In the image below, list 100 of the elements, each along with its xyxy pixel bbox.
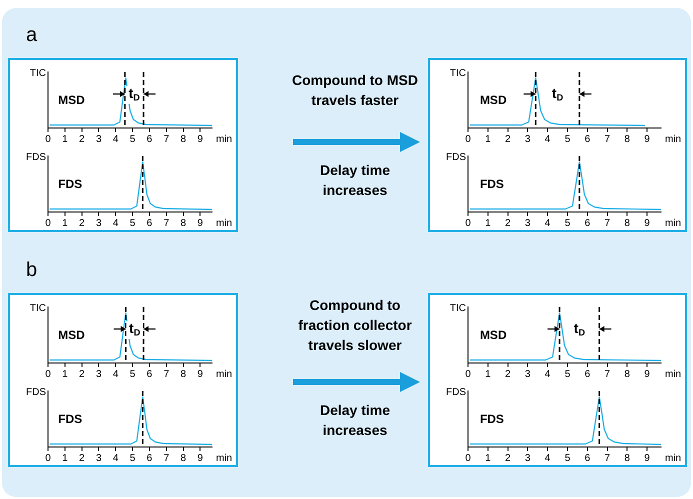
x-tick-label: 2 (505, 368, 512, 380)
y-axis-title: TIC (450, 68, 466, 79)
x-tick-label: 7 (604, 134, 610, 145)
x-tick-label: 8 (180, 368, 186, 380)
x-tick-label: 4 (112, 452, 119, 464)
x-axis-title: min (216, 134, 232, 145)
x-tick-label: 6 (146, 368, 153, 380)
x-axis-title: min (665, 368, 682, 380)
x-tick-label: 5 (130, 218, 136, 229)
text: Compound to fraction collector travels slower (297, 296, 413, 355)
x-axis-title: min (665, 134, 682, 145)
x-tick-label: 1 (62, 134, 68, 145)
x-tick-label: 5 (130, 452, 136, 464)
x-tick-label: 5 (130, 134, 136, 145)
x-tick-label: 6 (584, 218, 591, 229)
x-tick-label: 2 (505, 134, 512, 145)
x-tick-label: 9 (644, 218, 650, 229)
x-tick-label: 1 (485, 218, 492, 229)
x-tick-label: 7 (604, 452, 610, 464)
x-tick-label: 8 (624, 368, 630, 380)
series-label: FDS (58, 412, 82, 426)
x-axis-title: min (216, 452, 232, 464)
x-tick-label: 8 (624, 218, 630, 229)
series-label: MSD (58, 328, 86, 342)
x-tick-label: 4 (544, 452, 551, 464)
x-tick-label: 1 (62, 218, 68, 229)
x-tick-label: 6 (146, 218, 153, 229)
x-tick-label: 3 (524, 452, 531, 464)
x-tick-label: 3 (96, 218, 102, 229)
x-tick-label: 7 (604, 368, 610, 380)
x-tick-label: 2 (79, 134, 86, 145)
y-axis-title: TIC (450, 302, 466, 314)
y-axis-title: TIC (30, 68, 46, 79)
text: Compound to MSD travels faster (291, 71, 419, 110)
x-tick-label: 0 (465, 134, 472, 145)
x-tick-label: 5 (564, 452, 571, 464)
x-tick-label: 7 (164, 368, 170, 380)
x-tick-label: 1 (62, 368, 68, 380)
x-tick-label: 2 (79, 368, 86, 380)
text: Delay time increases (318, 161, 392, 200)
y-axis-title: TIC (30, 302, 46, 314)
series-label: FDS (480, 176, 504, 191)
y-axis-title: FDS (446, 152, 466, 163)
x-tick-label: 9 (197, 368, 204, 380)
x-tick-label: 4 (112, 368, 119, 380)
y-axis-title: FDS (446, 386, 466, 398)
x-tick-label: 9 (197, 218, 204, 229)
x-tick-label: 6 (584, 368, 591, 380)
x-tick-label: 9 (197, 452, 204, 464)
y-axis-title: FDS (26, 152, 46, 163)
x-tick-label: 9 (644, 368, 650, 380)
chart-title: a (26, 24, 38, 47)
x-tick-label: 8 (180, 134, 186, 145)
x-tick-label: 5 (564, 218, 571, 229)
series-label: MSD (480, 92, 507, 107)
x-tick-label: 8 (624, 452, 630, 464)
x-tick-label: 5 (564, 134, 571, 145)
x-tick-label: 1 (485, 134, 492, 145)
x-tick-label: 5 (130, 368, 136, 380)
x-tick-label: 9 (644, 452, 650, 464)
x-axis-title: min (216, 368, 232, 380)
x-tick-label: 0 (45, 368, 52, 380)
x-tick-label: 2 (79, 218, 86, 229)
x-tick-label: 2 (79, 452, 86, 464)
x-tick-label: 5 (564, 368, 571, 380)
x-tick-label: 4 (112, 134, 119, 145)
x-axis-title: min (665, 218, 682, 229)
chart-title: b (26, 259, 38, 282)
x-tick-label: 3 (96, 134, 102, 145)
x-tick-label: 3 (524, 368, 531, 380)
x-tick-label: 7 (164, 218, 170, 229)
x-tick-label: 9 (197, 134, 204, 145)
x-tick-label: 6 (146, 134, 153, 145)
x-tick-label: 9 (644, 134, 650, 145)
x-axis-title: min (665, 452, 682, 464)
x-tick-label: 0 (45, 134, 52, 145)
series-label: FDS (58, 176, 82, 191)
x-tick-label: 8 (624, 134, 630, 145)
text: Delay time increases (318, 401, 392, 440)
x-tick-label: 7 (164, 452, 170, 464)
x-tick-label: 8 (180, 218, 186, 229)
x-tick-label: 6 (146, 452, 153, 464)
x-tick-label: 2 (505, 452, 512, 464)
x-axis-title: min (216, 218, 232, 229)
y-axis-title: FDS (26, 386, 46, 398)
x-tick-label: 0 (465, 218, 472, 229)
x-tick-label: 1 (485, 452, 492, 464)
x-tick-label: 2 (505, 218, 512, 229)
x-tick-label: 0 (465, 452, 472, 464)
series-label: MSD (58, 92, 86, 107)
x-tick-label: 3 (96, 452, 102, 464)
x-tick-label: 1 (485, 368, 492, 380)
x-tick-label: 4 (112, 218, 119, 229)
x-tick-label: 7 (164, 134, 170, 145)
x-tick-label: 4 (544, 368, 551, 380)
series-label: MSD (480, 328, 507, 342)
x-tick-label: 1 (62, 452, 68, 464)
x-tick-label: 4 (544, 134, 551, 145)
x-tick-label: 3 (524, 218, 531, 229)
x-tick-label: 0 (45, 452, 52, 464)
